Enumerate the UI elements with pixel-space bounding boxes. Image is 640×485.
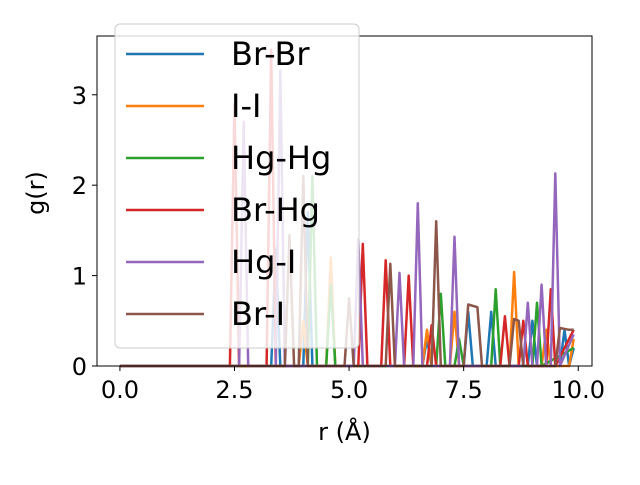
legend-label: Br-Hg <box>231 191 320 229</box>
y-axis-ticks: 0 1 2 3 <box>72 82 97 381</box>
y-axis-label: g(r) <box>22 171 50 215</box>
x-tick-label: 10.0 <box>552 376 605 404</box>
legend: Br-Br I-I Hg-Hg Br-Hg Hg-I Br-I <box>114 23 360 349</box>
legend-label: Br-I <box>231 295 285 333</box>
legend-label: I-I <box>231 87 261 125</box>
legend-label: Hg-I <box>231 243 296 281</box>
y-tick-label: 2 <box>72 172 87 200</box>
y-tick-label: 1 <box>72 263 87 291</box>
y-tick-label: 0 <box>72 353 87 381</box>
y-tick-label: 3 <box>72 82 87 110</box>
x-tick-label: 2.5 <box>215 376 253 404</box>
x-tick-label: 0.0 <box>101 376 139 404</box>
x-tick-label: 7.5 <box>445 376 483 404</box>
x-axis-ticks: 0.0 2.5 5.0 7.5 10.0 <box>101 366 605 404</box>
legend-label: Hg-Hg <box>231 139 331 177</box>
x-axis-label: r (Å) <box>318 417 371 446</box>
legend-label: Br-Br <box>231 35 310 73</box>
x-tick-label: 5.0 <box>330 376 368 404</box>
